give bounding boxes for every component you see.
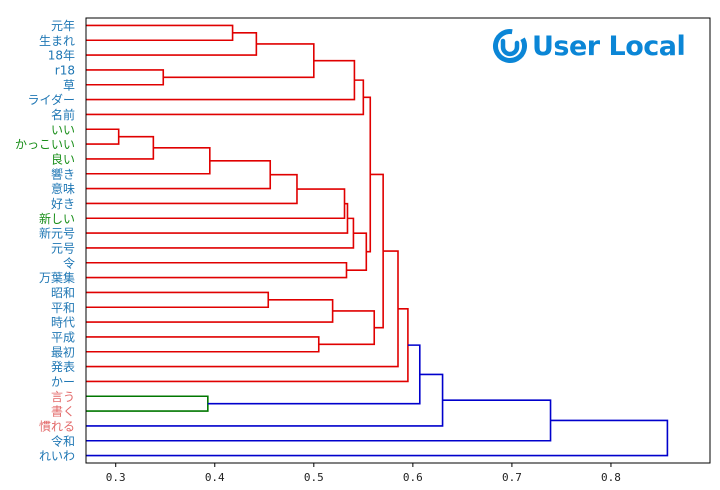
dendrogram-link xyxy=(86,261,348,279)
dendrogram-link xyxy=(86,373,444,427)
dendrogram-link xyxy=(86,69,165,86)
leaf-label: 新元号 xyxy=(39,226,75,241)
leaf-label: 令和 xyxy=(51,433,75,448)
leaf-label: かっこいい xyxy=(15,138,75,152)
dendrogram-link xyxy=(86,188,346,220)
user-local-logo-text: User Local xyxy=(532,30,686,62)
plot-frame xyxy=(85,17,711,464)
leaf-label: 好き xyxy=(51,197,75,211)
dendrogram-link xyxy=(86,128,120,145)
leaf-label: 良い xyxy=(51,151,75,166)
leaf-label: 発表 xyxy=(51,360,75,374)
x-tick-label: 0.3 xyxy=(106,471,126,484)
leaf-label: 言う xyxy=(51,390,75,404)
leaf-label: かー xyxy=(51,375,75,389)
dendrogram-link xyxy=(86,250,399,368)
dendrogram-link xyxy=(363,96,372,253)
dendrogram-link xyxy=(163,43,315,79)
x-axis-ticks: 0.3 0.4 0.5 0.6 0.7 0.8 xyxy=(106,463,621,484)
leaf-label: 響き xyxy=(51,166,75,181)
leaf-label: 元年 xyxy=(51,19,75,33)
dendrogram-link xyxy=(86,173,298,205)
leaf-label: 草 xyxy=(63,78,75,92)
leaf-label: いい xyxy=(51,123,75,137)
leaf-label: 平和 xyxy=(51,301,75,315)
leaf-label: 生まれ xyxy=(39,34,75,48)
dendrogram-link xyxy=(346,232,368,271)
dendrogram-link xyxy=(86,399,552,442)
leaf-label: 万葉集 xyxy=(39,270,75,285)
dendrogram-link xyxy=(86,419,669,457)
dendrogram-link xyxy=(207,344,421,405)
dendrogram-link xyxy=(86,395,209,412)
dendrogram-link xyxy=(86,336,320,353)
dendrogram-link xyxy=(86,79,365,116)
dendrogram-link xyxy=(86,159,272,190)
leaf-label: 昭和 xyxy=(51,286,75,300)
leaf-label: 書く xyxy=(51,405,75,419)
leaf-label: れいわ xyxy=(39,449,75,463)
leaf-label: 令 xyxy=(63,255,75,270)
leaf-label: 元号 xyxy=(51,241,75,255)
leaf-label: 最初 xyxy=(51,345,75,359)
leaf-label: 名前 xyxy=(51,107,75,122)
leaf-labels: 元年生まれ18年r18草ライダー名前いいかっこいい良い響き意味好き新しい新元号元… xyxy=(15,19,75,463)
dendrogram-link xyxy=(318,310,376,346)
leaf-label: r18 xyxy=(55,63,75,77)
x-tick-label: 0.6 xyxy=(403,471,423,484)
user-local-logo-icon xyxy=(493,29,527,63)
dendrogram-link xyxy=(86,24,234,42)
dendrogram-links xyxy=(86,24,669,457)
leaf-label: 18年 xyxy=(48,49,75,63)
dendrogram-link xyxy=(370,173,384,329)
dendrogram-link xyxy=(86,146,211,175)
user-local-logo: User Local xyxy=(492,26,686,66)
leaf-label: ライダー xyxy=(27,92,75,107)
leaf-label: 新しい xyxy=(39,211,75,226)
leaf-label: 意味 xyxy=(51,181,75,196)
x-tick-label: 0.5 xyxy=(304,471,324,484)
dendrogram-link xyxy=(86,32,258,56)
x-tick-label: 0.4 xyxy=(205,471,225,484)
dendrogram-link xyxy=(86,59,356,101)
leaf-label: 時代 xyxy=(51,316,75,330)
leaf-label: 慣れる xyxy=(39,418,75,433)
dendrogram-link xyxy=(86,299,334,323)
dendrogram-link xyxy=(86,291,270,309)
x-tick-label: 0.8 xyxy=(601,471,621,484)
leaf-label: 平成 xyxy=(51,330,75,344)
x-tick-label: 0.7 xyxy=(502,471,522,484)
dendrogram-link xyxy=(86,135,155,160)
